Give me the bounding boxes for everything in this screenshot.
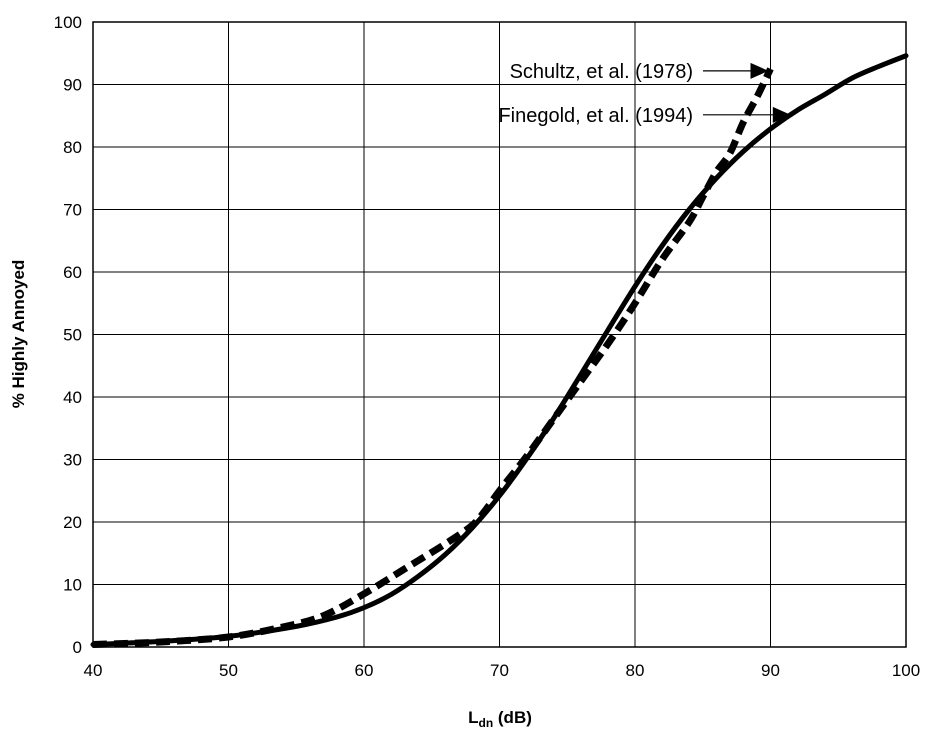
- y-tick-label: 70: [63, 201, 82, 220]
- y-tick-label: 100: [54, 13, 82, 32]
- annotations: Schultz, et al. (1978) Finegold, et al. (…: [498, 61, 791, 127]
- x-tick-label: 80: [626, 661, 645, 680]
- y-tick-label: 60: [63, 263, 82, 282]
- x-tick-label: 40: [84, 661, 103, 680]
- x-tick-label: 70: [490, 661, 509, 680]
- y-tick-label: 20: [63, 513, 82, 532]
- annotation-arrowhead: [772, 106, 791, 123]
- x-tick-label: 60: [355, 661, 374, 680]
- x-tick-label: 50: [219, 661, 238, 680]
- annotation-arrowhead: [750, 62, 769, 79]
- tick-labels: 40 50 60 70 80 90 100 0 10 20 30 40 50 60 70 80 90 100: [54, 13, 921, 680]
- y-axis-title: % Highly Annoyed: [9, 260, 28, 409]
- series-line-solid: [90, 53, 909, 647]
- x-tick-label: 90: [761, 661, 780, 680]
- x-axis-title-unit: (dB): [493, 708, 532, 727]
- y-tick-label: 0: [73, 638, 82, 657]
- annotation-label: Finegold, et al. (1994): [498, 105, 693, 127]
- y-tick-label: 30: [63, 451, 82, 470]
- series-line-dashed: [92, 67, 774, 648]
- series-lines: [90, 53, 909, 648]
- y-tick-label: 50: [63, 326, 82, 345]
- x-axis-title-main: L: [468, 708, 478, 727]
- y-tick-label: 40: [63, 388, 82, 407]
- x-tick-label: 100: [892, 661, 920, 680]
- x-axis-title: Ldn (dB): [468, 708, 532, 729]
- y-tick-label: 80: [63, 138, 82, 157]
- y-tick-label: 90: [63, 76, 82, 95]
- annotation-label: Schultz, et al. (1978): [510, 61, 693, 83]
- plot-frame: [92, 21, 907, 648]
- x-axis-title-sub: dn: [479, 716, 494, 729]
- y-tick-label: 10: [63, 576, 82, 595]
